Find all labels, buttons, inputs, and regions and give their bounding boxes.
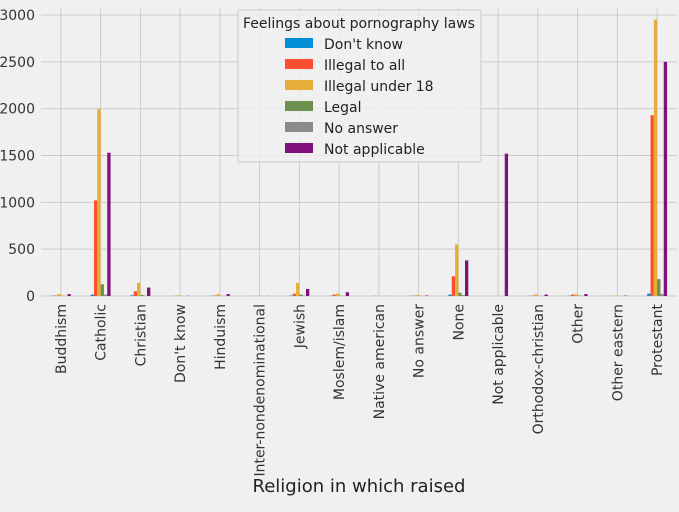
x-tick-label: Moslem/islam [332, 304, 348, 400]
bar [299, 295, 302, 296]
bar [571, 295, 574, 296]
bar [574, 294, 577, 296]
bar [177, 295, 180, 296]
bar [336, 294, 339, 296]
legend-entry-label: Illegal to all [324, 58, 405, 74]
bar [660, 294, 663, 296]
x-tick-label: Native american [372, 304, 388, 419]
legend-swatch [285, 143, 313, 153]
x-tick-label: Hinduism [213, 304, 229, 370]
bar [227, 294, 230, 296]
bar [462, 295, 465, 296]
x-tick-label: Buddhism [54, 304, 70, 374]
y-tick-label: 1000 [0, 195, 35, 211]
bar [458, 293, 461, 296]
x-tick-label: Not applicable [491, 304, 507, 405]
x-tick-label: Orthodox-christian [531, 304, 547, 434]
bar [545, 295, 548, 296]
legend-title: Feelings about pornography laws [243, 16, 475, 32]
bar [657, 279, 660, 296]
y-tick-label: 0 [26, 289, 35, 305]
x-tick-label: Don't know [173, 304, 189, 383]
bar [651, 115, 654, 296]
y-tick-label: 2000 [0, 102, 35, 118]
bar [452, 276, 455, 296]
bar [107, 153, 110, 296]
y-tick-label: 2500 [0, 55, 35, 71]
legend-swatch [285, 122, 313, 132]
bar [535, 294, 538, 296]
bar [647, 294, 650, 296]
bar [346, 292, 349, 296]
y-axis: 0 500 1000 1500 2000 2500 3000 [0, 8, 35, 305]
legend-entry-label: Illegal under 18 [324, 79, 434, 95]
legend: Feelings about pornography laws Don't kn… [238, 10, 481, 162]
bar [68, 294, 71, 296]
bar [147, 288, 150, 296]
legend-entry-label: No answer [324, 121, 398, 137]
x-tick-label: Other eastern [610, 304, 626, 401]
bar [306, 289, 309, 296]
x-tick-label: Protestant [650, 303, 666, 376]
bar [104, 295, 107, 296]
bar [293, 294, 296, 296]
legend-swatch [285, 101, 313, 111]
y-tick-label: 3000 [0, 8, 35, 24]
legend-entry-label: Legal [324, 100, 362, 116]
bar [465, 260, 468, 296]
bar [217, 294, 220, 296]
legend-swatch [285, 59, 313, 69]
x-tick-label: Catholic [94, 304, 110, 361]
legend-swatch [285, 80, 313, 90]
legend-entry-label: Don't know [324, 37, 403, 53]
x-tick-label: No answer [412, 304, 428, 378]
bar [505, 154, 508, 296]
bar [296, 283, 299, 296]
bar [134, 291, 137, 296]
bar [654, 20, 657, 296]
bar [455, 244, 458, 296]
x-tick-label: Other [571, 304, 587, 344]
bar [664, 62, 667, 296]
x-tick-label: None [451, 304, 467, 341]
bar [140, 295, 143, 296]
bar [333, 295, 336, 296]
bar [448, 295, 451, 296]
bar [137, 283, 140, 296]
bar [415, 295, 418, 296]
bar [130, 295, 133, 296]
bar [58, 294, 61, 296]
x-tick-label: Jewish [292, 304, 308, 349]
x-axis: Buddhism Catholic Christian Don't know Hindu… [54, 303, 666, 476]
legend-swatch [285, 38, 313, 48]
y-tick-label: 500 [8, 242, 35, 258]
legend-entry-label: Not applicable [324, 142, 425, 158]
y-tick-label: 1500 [0, 148, 35, 164]
bar [101, 284, 104, 296]
x-axis-label: Religion in which raised [253, 476, 466, 497]
bar [584, 294, 587, 296]
bar [94, 200, 97, 296]
x-tick-label: Inter-nondenominational [253, 304, 269, 477]
bar [97, 109, 100, 296]
x-tick-label: Christian [133, 304, 149, 366]
bar [91, 295, 94, 296]
